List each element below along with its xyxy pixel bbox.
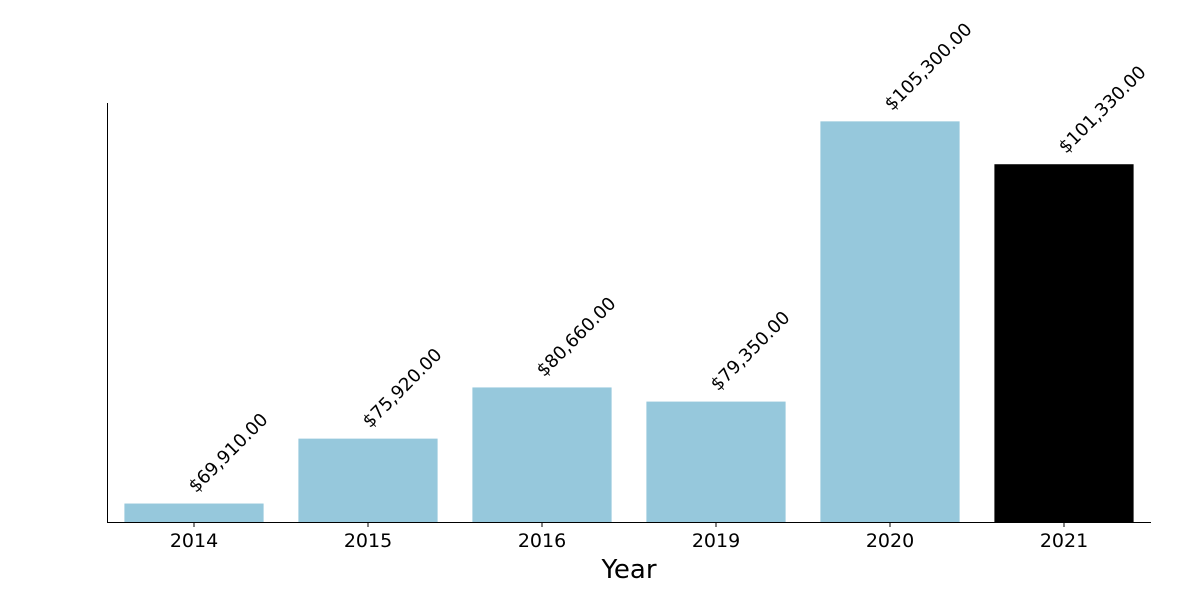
bar — [820, 121, 960, 522]
bar — [472, 387, 612, 522]
value-label: $101,330.00 — [1055, 62, 1151, 158]
bar — [298, 438, 438, 522]
value-label: $105,300.00 — [881, 19, 977, 115]
value-label: $69,910.00 — [185, 409, 273, 497]
value-label: $80,660.00 — [533, 293, 621, 381]
x-tick-label: 2015 — [344, 530, 392, 552]
bar — [646, 401, 786, 522]
x-tick-label: 2019 — [692, 530, 740, 552]
x-tick-label: 2014 — [170, 530, 218, 552]
x-axis-label: Year — [600, 555, 656, 585]
x-tick-label: 2021 — [1040, 530, 1088, 552]
bar — [994, 164, 1134, 522]
value-label: $75,920.00 — [359, 344, 447, 432]
x-tick-label: 2016 — [518, 530, 566, 552]
x-tick-label: 2020 — [866, 530, 914, 552]
value-label: $79,350.00 — [707, 307, 795, 395]
bar — [124, 503, 264, 522]
